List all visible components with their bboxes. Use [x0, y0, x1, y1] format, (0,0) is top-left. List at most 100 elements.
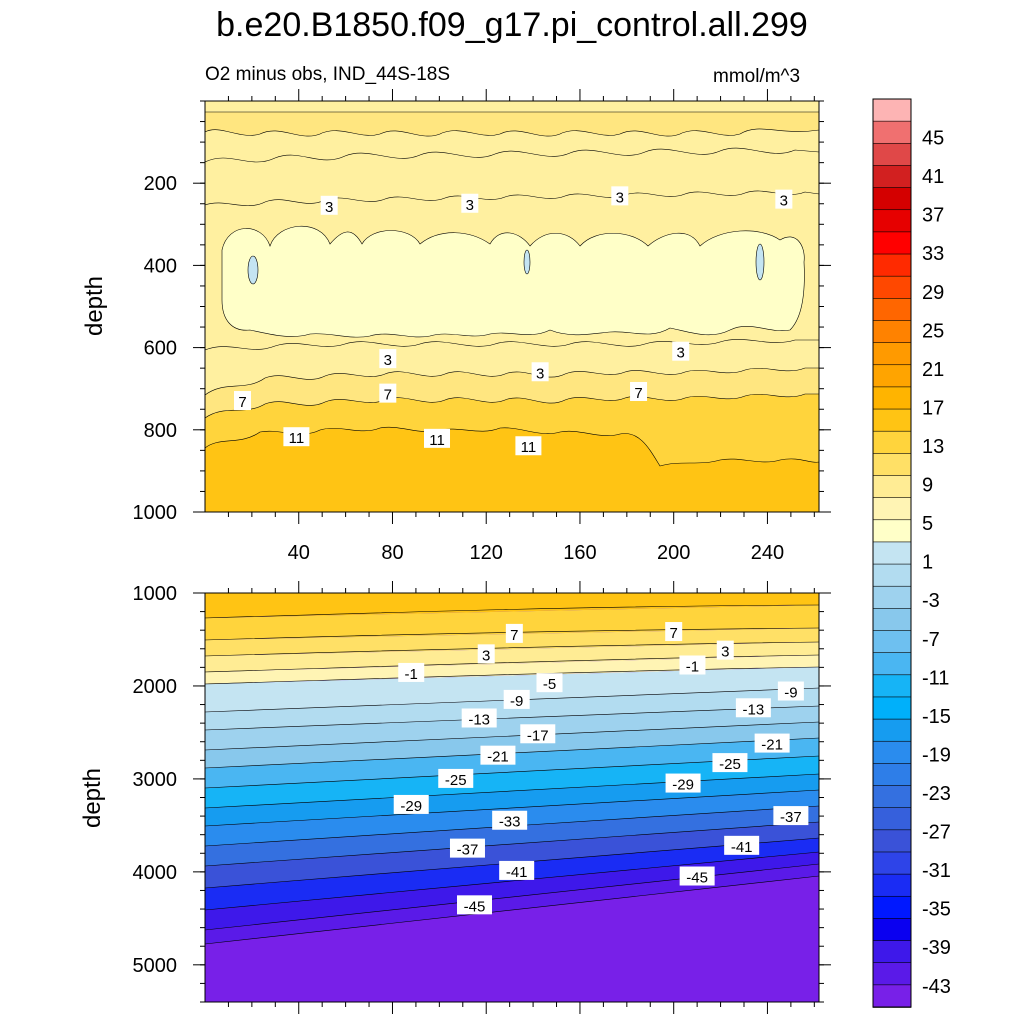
contour-label-text: -9 [784, 685, 797, 702]
x-tick-label: 80 [381, 542, 403, 564]
colorbar-label: 1 [922, 552, 933, 574]
contour-label-text: -25 [719, 756, 741, 773]
contour-label-box [611, 186, 629, 206]
contour-label-text: -37 [780, 809, 802, 826]
contour-label-text: 7 [238, 394, 246, 411]
contour-label-box [712, 753, 748, 773]
contour-label: 11 [424, 428, 451, 449]
lower-y-axis-label: depth [79, 768, 106, 828]
contour-label-text: -37 [457, 842, 479, 859]
y-tick-label: 1000 [133, 583, 178, 605]
colorbar-label: 5 [922, 513, 933, 535]
lower-band-m43 [205, 852, 819, 930]
contour-label: -21 [754, 733, 790, 754]
contour-label-text: 3 [482, 647, 490, 664]
colorbar-swatch [872, 120, 912, 145]
contour-label-box [393, 794, 429, 814]
contour-label-box [480, 745, 516, 765]
colorbar-swatch [872, 430, 912, 455]
colorbar-swatch [872, 674, 912, 698]
contour-label-text: 11 [289, 430, 305, 447]
lower-axis-ticks: 1000 2000 3000 4000 5000 [133, 581, 831, 1014]
colorbar-swatch [872, 165, 912, 189]
contour-label: 3 [531, 362, 549, 382]
x-tick-label: 120 [470, 542, 503, 564]
contour-label-text: -45 [686, 870, 708, 887]
contour-label-text: -33 [499, 814, 521, 831]
x-tick-label: 160 [563, 542, 596, 564]
contour-label-text: -29 [672, 777, 694, 794]
contour-label-text: -1 [405, 666, 418, 683]
colorbar-swatch [872, 829, 912, 853]
colorbar-label: -31 [922, 860, 951, 882]
contour-label-text: 3 [721, 644, 729, 661]
colorbar-label: -7 [922, 629, 940, 651]
contour-label: -37 [773, 806, 809, 826]
contour-label: -9 [777, 681, 804, 702]
contour-label-text: -41 [731, 839, 753, 856]
contour-label: -45 [457, 895, 493, 915]
contour-label-box [754, 733, 790, 753]
contour-label-text: 7 [510, 627, 518, 644]
contour-label-text: -13 [468, 711, 490, 728]
colorbar-swatch [872, 984, 912, 1008]
contour-label-box [536, 673, 563, 693]
contour-label-box [503, 689, 530, 709]
contour-label: -17 [520, 724, 556, 744]
contour-label: -21 [480, 745, 516, 766]
contour-label: 3 [461, 193, 479, 214]
colorbar-label: -11 [922, 667, 949, 689]
colorbar-swatch [872, 541, 912, 565]
upper-blue-patch-3 [755, 243, 765, 281]
lower-contour-line [205, 863, 819, 931]
lower-band-m33 [205, 806, 819, 866]
contour-label-box [320, 195, 338, 215]
colorbar-swatch [872, 98, 912, 122]
colorbar-label: 37 [922, 205, 944, 227]
upper-y-axis-label: depth [81, 276, 108, 336]
contour-label-text: -21 [761, 737, 783, 754]
contour-label-text: 3 [384, 352, 392, 369]
upper-band-pale-core [221, 225, 805, 338]
upper-plot-area [205, 101, 819, 512]
colorbar-label: -19 [922, 744, 951, 766]
contour-label-text: -45 [464, 898, 486, 915]
y-tick-label: 1000 [133, 502, 178, 524]
y-tick-label: 5000 [133, 955, 178, 977]
contour-label-box [672, 341, 690, 361]
upper-contour-line-a [205, 147, 819, 163]
colorbar-swatch [872, 851, 912, 875]
contour-label: 3 [672, 341, 690, 362]
contour-label: 11 [283, 427, 310, 447]
contour-label: -37 [449, 838, 485, 859]
contour-label-text: 3 [536, 365, 544, 382]
colorbar-swatch [872, 740, 912, 765]
contour-label: 3 [716, 640, 734, 661]
contour-label-box [499, 860, 535, 880]
colorbar-swatch [872, 785, 912, 809]
colorbar-swatch [872, 918, 912, 942]
contour-label-box [457, 895, 493, 915]
contour-label-box [735, 698, 771, 718]
colorbar-label: -35 [922, 899, 951, 921]
colorbar-label: 13 [922, 436, 944, 458]
colorbar-swatch [872, 386, 912, 410]
contour-label: 3 [477, 644, 495, 664]
colorbar-swatch [872, 608, 912, 632]
colorbar-label: 29 [922, 282, 944, 304]
contour-label-box [477, 644, 495, 664]
contour-label-text: 3 [466, 197, 474, 214]
contour-label-box [777, 681, 804, 701]
contour-label: -1 [398, 662, 425, 683]
y-tick-label: 800 [144, 420, 177, 442]
lower-band-m1 [205, 667, 819, 712]
lower-contour-line [205, 875, 819, 945]
colorbar-swatch [872, 652, 912, 676]
contour-label: -29 [393, 794, 429, 815]
contour-label-text: 3 [677, 345, 685, 362]
lower-band-9 [205, 593, 819, 618]
lower-contour-line [205, 604, 819, 619]
contour-label-box [679, 655, 706, 675]
lower-contour-line [205, 821, 819, 867]
